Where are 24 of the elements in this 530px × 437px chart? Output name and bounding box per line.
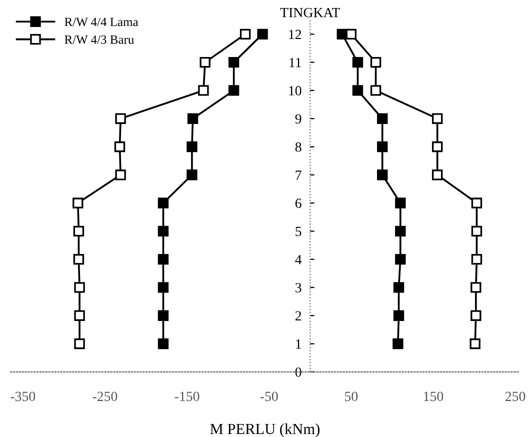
y-tick-label: 4 bbox=[295, 254, 302, 264]
y-tick-label: 12 bbox=[289, 30, 302, 39]
x-tick-label: -250 bbox=[92, 392, 118, 402]
y-tick-label: 8 bbox=[295, 142, 302, 152]
y-tick-label: 0 bbox=[295, 367, 302, 377]
y-axis-title: TINGKAT bbox=[280, 8, 340, 18]
y-tick-label: 11 bbox=[290, 58, 301, 68]
y-tick-label: 7 bbox=[296, 170, 302, 180]
x-tick-label: -150 bbox=[174, 392, 200, 402]
legend-label: R/W 4/3 Baru bbox=[64, 35, 134, 44]
y-tick-label: 1 bbox=[296, 339, 301, 349]
y-tick-label: 5 bbox=[296, 226, 302, 236]
x-tick-label: 250 bbox=[505, 392, 526, 402]
x-tick-label: 50 bbox=[345, 392, 358, 402]
x-tick-label: -50 bbox=[260, 392, 278, 402]
y-tick-label: 3 bbox=[296, 283, 302, 292]
y-tick-label: 10 bbox=[289, 86, 302, 96]
y-tick-label: 9 bbox=[295, 114, 302, 124]
y-tick-label: 2 bbox=[295, 311, 302, 320]
x-axis-title: M PERLU (kNm) bbox=[210, 423, 320, 437]
x-tick-label: -350 bbox=[10, 392, 36, 402]
x-tick-label: 150 bbox=[424, 392, 444, 402]
legend-label: R/W 4/4 Lama bbox=[64, 18, 138, 26]
y-tick-label: 6 bbox=[295, 198, 302, 208]
